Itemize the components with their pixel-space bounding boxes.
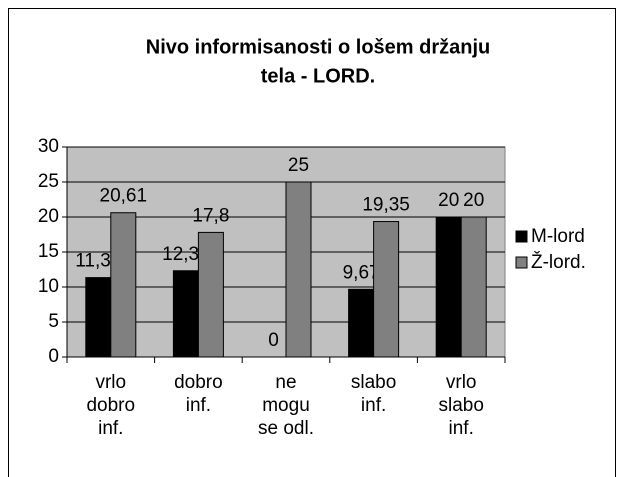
x-tick-label: slabo	[351, 372, 396, 393]
value-label: 12,32	[162, 244, 210, 265]
y-tick-label: 25	[38, 171, 59, 192]
bar	[348, 288, 375, 358]
value-label: 19,35	[362, 195, 410, 216]
x-tick-label: se odl.	[258, 418, 314, 439]
value-label: 17,8	[192, 205, 229, 226]
x-tick-label: vrlo	[95, 372, 126, 393]
y-tick-label: 5	[48, 311, 59, 332]
bar	[110, 212, 137, 358]
y-tick-label: 0	[48, 346, 59, 367]
x-tick-label: dobro	[86, 395, 135, 416]
y-tick-label: 15	[38, 241, 59, 262]
bar	[197, 231, 224, 358]
x-tick-label: mogu	[262, 395, 310, 416]
legend-swatch	[515, 230, 528, 243]
x-tick-label: inf.	[361, 395, 386, 416]
bar	[460, 216, 487, 358]
x-tick-label: inf.	[98, 418, 123, 439]
bar	[373, 221, 400, 358]
x-tick-label: inf.	[186, 395, 211, 416]
y-tick-label: 20	[38, 206, 59, 227]
x-tick-label: dobro	[174, 372, 223, 393]
legend-swatch	[515, 256, 528, 269]
value-label: 11,34	[75, 251, 122, 272]
x-tick-label: inf.	[449, 418, 474, 439]
value-label: 25	[288, 155, 309, 176]
legend-label: Ž-lord.	[531, 251, 586, 273]
chart-title: Nivo informisanosti o lošem držanju	[146, 36, 491, 58]
value-label: 20,61	[100, 186, 148, 207]
x-tick-label: ne	[275, 372, 296, 393]
y-tick-label: 30	[38, 136, 59, 157]
bar	[85, 277, 112, 358]
y-tick-label: 10	[38, 276, 59, 297]
bar	[172, 270, 199, 358]
x-tick-label: slabo	[438, 395, 483, 416]
bar	[435, 216, 462, 358]
bar	[285, 181, 312, 358]
value-label: 0	[268, 330, 279, 351]
x-tick-label: vrlo	[446, 372, 477, 393]
value-label: 20	[438, 190, 459, 211]
value-label: 20	[463, 190, 484, 211]
legend-label: M-lord	[531, 226, 585, 247]
value-label: 9,67	[343, 262, 380, 283]
chart-title: tela - LORD.	[261, 65, 375, 87]
